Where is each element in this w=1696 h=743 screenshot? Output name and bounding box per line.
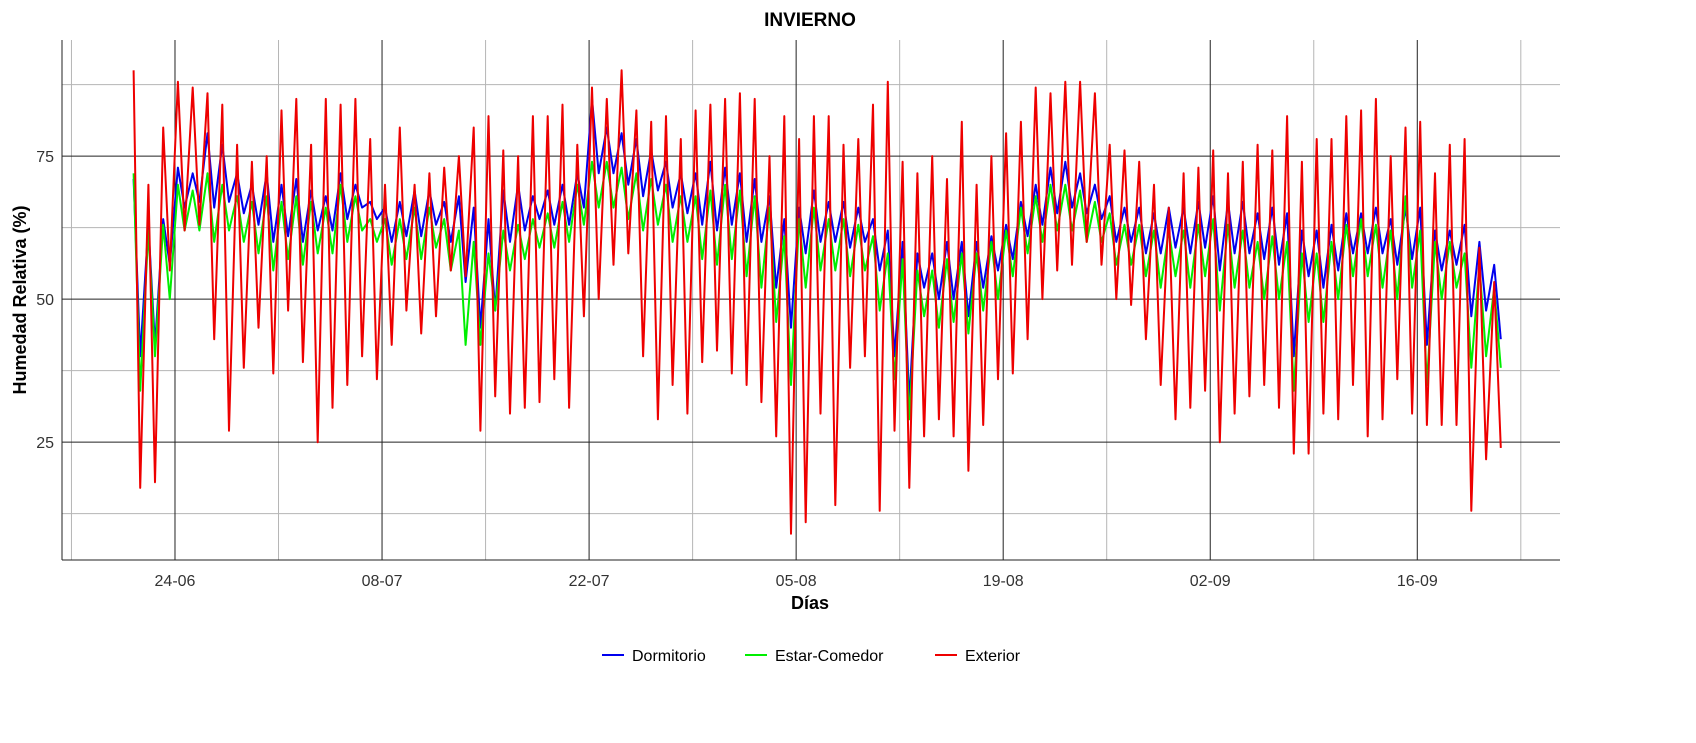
series-line-exterior	[132, 69, 1502, 535]
legend-label: Exterior	[965, 648, 1021, 665]
x-axis-label: Días	[791, 593, 829, 613]
legend: Dormitorio Estar-Comedor Exterior	[602, 648, 1021, 665]
axes: 25 50 75 24-06 08-07 22-07 05-08 19-08 02-09 16-0…	[36, 40, 1560, 590]
legend-label: Dormitorio	[632, 648, 706, 665]
legend-label: Estar-Comedor	[775, 648, 884, 665]
x-tick-label: 02-09	[1190, 573, 1231, 590]
y-tick-label: 75	[36, 149, 54, 166]
x-tick-label: 08-07	[362, 573, 403, 590]
x-tick-label: 22-07	[569, 573, 610, 590]
y-axis-label: Humedad Relativa (%)	[10, 205, 30, 394]
x-tick-label: 19-08	[983, 573, 1024, 590]
series-lines	[132, 69, 1502, 535]
y-tick-label: 25	[36, 435, 54, 452]
x-tick-label: 24-06	[155, 573, 196, 590]
chart-title: INVIERNO	[764, 10, 856, 31]
y-tick-label: 50	[36, 292, 54, 309]
x-tick-label: 16-09	[1397, 573, 1438, 590]
x-tick-label: 05-08	[776, 573, 817, 590]
